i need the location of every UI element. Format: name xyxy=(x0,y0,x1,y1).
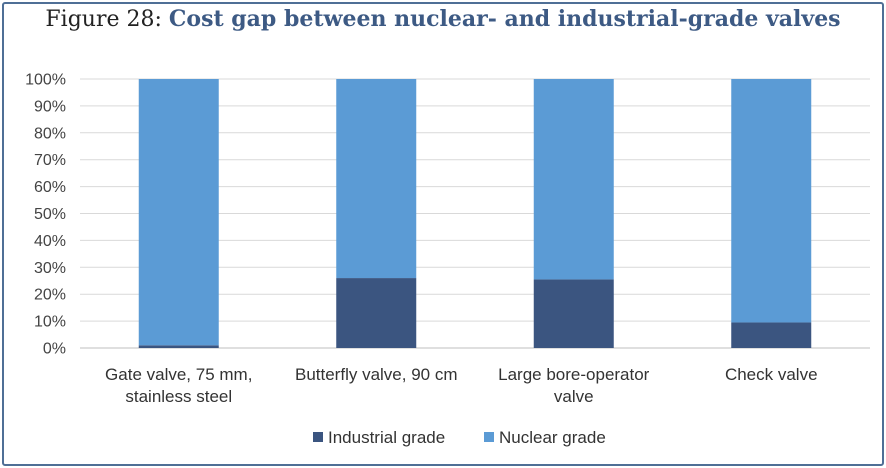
bar-industrial-grade xyxy=(533,279,614,348)
y-tick-label: 70% xyxy=(34,152,66,169)
figure-label: Figure 28: xyxy=(45,7,169,32)
x-category-label-line: Gate valve, 75 mm, xyxy=(105,365,252,384)
x-category-label: Gate valve, 75 mm, stainless steel xyxy=(105,365,252,406)
y-tick-label: 10% xyxy=(34,314,66,331)
y-tick-label: 30% xyxy=(34,260,66,277)
y-tick-label: 40% xyxy=(34,233,66,250)
bar-industrial-grade xyxy=(138,345,219,348)
bar-nuclear-grade xyxy=(336,79,417,279)
x-category-label-line: Check valve xyxy=(725,365,818,384)
x-category-label: Large bore-operator valve xyxy=(498,365,650,406)
chart-title-text: Cost gap between nuclear- and industrial… xyxy=(168,6,841,32)
bar-nuclear-grade xyxy=(138,79,219,346)
x-category-label-line: valve xyxy=(554,387,594,406)
y-tick-label: 20% xyxy=(34,287,66,304)
legend-label: Nuclear grade xyxy=(499,428,606,447)
bar-nuclear-grade xyxy=(533,79,614,280)
x-category-label-line: Large bore-operator xyxy=(498,365,650,384)
chart-title: Figure 28: Cost gap between nuclear- and… xyxy=(0,6,886,32)
bar-industrial-grade xyxy=(731,322,812,348)
y-tick-label: 80% xyxy=(34,125,66,142)
x-category-label-line: stainless steel xyxy=(125,387,232,406)
y-tick-label: 90% xyxy=(34,98,66,115)
y-tick-label: 100% xyxy=(25,72,66,89)
x-category-label: Butterfly valve, 90 cm xyxy=(295,365,458,384)
legend-label: Industrial grade xyxy=(328,428,445,447)
bar-nuclear-grade xyxy=(731,79,812,323)
legend-swatch xyxy=(484,432,494,442)
bar-industrial-grade xyxy=(336,278,417,348)
y-tick-label: 60% xyxy=(34,179,66,196)
y-tick-label: 0% xyxy=(43,341,66,358)
x-category-label: Check valve xyxy=(725,365,818,384)
x-category-label-line: Butterfly valve, 90 cm xyxy=(295,365,458,384)
y-tick-label: 50% xyxy=(34,206,66,223)
legend-swatch xyxy=(313,432,323,442)
